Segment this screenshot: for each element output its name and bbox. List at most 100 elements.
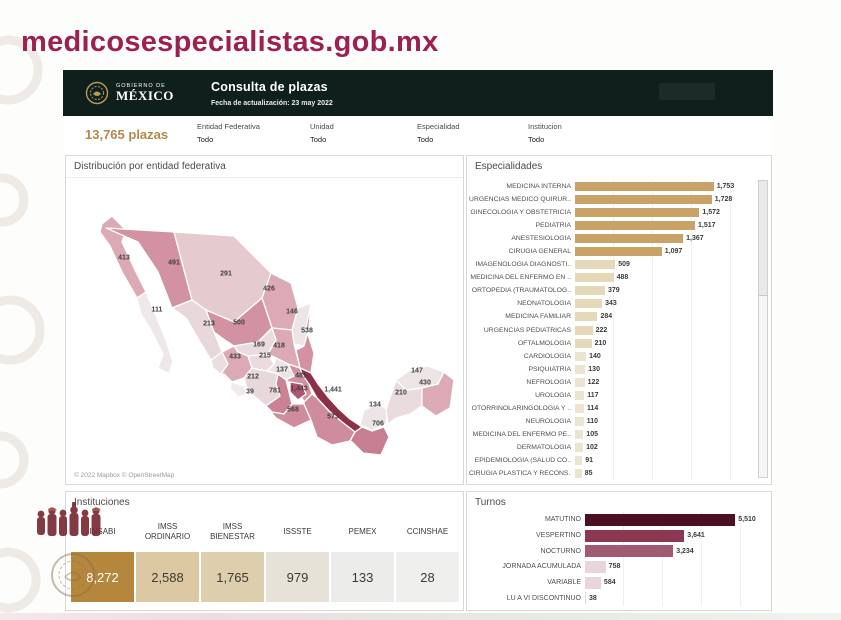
bar-category-label: NOCTURNO [540,547,581,555]
bar[interactable] [585,560,606,573]
bar[interactable] [585,545,674,558]
filter-institucion[interactable]: Institucion Todo [528,122,562,144]
bar-category-label: VESPERTINO [536,532,581,539]
bar-track: 105 [575,427,757,441]
bar[interactable] [575,429,584,439]
bar-track: 110 [575,414,757,428]
filter-especialidad[interactable]: Especialidad Todo [417,122,460,144]
bar-row: VESPERTINO 3,641 [469,527,765,544]
bar-track: 284 [575,310,757,324]
bar-track: 130 [575,362,757,376]
bar[interactable] [585,576,601,589]
institution-value-cell[interactable]: 28 [396,552,459,602]
bar[interactable] [585,592,587,605]
bar[interactable] [575,403,585,413]
bar[interactable] [585,529,685,542]
institution-value-cell[interactable]: 2,588 [136,552,199,602]
bar-value: 117 [587,391,599,399]
bar[interactable] [575,247,662,257]
bar-row: CIRUGIA PLASTICA Y RECONS.. 85 [469,467,757,481]
bar-row: URGENCIAS PEDIATRICAS 222 [469,323,757,337]
bar-category-label: MEDICINA INTERNA [506,183,571,191]
map-state[interactable] [136,291,174,375]
bar-category-label: PEDIATRIA [535,222,571,230]
bar-row: NOCTURNO 3,234 [469,543,765,560]
institution-value-cell[interactable]: 8,272 [71,552,134,602]
bar-track: 3,234 [585,543,765,560]
map-attribution[interactable]: © 2022 Mapbox © OpenStreetMap [74,472,175,479]
map-state[interactable] [421,371,455,417]
filter-bar: 13,765 plazas Entidad Federativa Todo Un… [63,116,773,155]
bar-row: NEUROLOGIA 110 [469,414,757,428]
logo-text-bottom: MÉXICO [116,88,174,104]
filter-label: Entidad Federativa [197,122,260,131]
filter-value-dropdown[interactable]: Todo [528,135,545,144]
bottom-edge-artifact [0,613,841,620]
bar-category-label: NEUROLOGIA [525,417,571,425]
bar[interactable] [575,286,605,296]
gov-banner: GOBIERNO DE MÉXICO Consulta de plazas Fe… [63,70,773,116]
seal-watermark [51,553,95,597]
filter-label: Unidad [310,122,334,131]
map-state[interactable] [229,381,249,398]
bar[interactable] [575,234,684,244]
bar-row: LU A VI DISCONTINUO 38 [469,590,765,607]
bar[interactable] [575,338,592,348]
logo-text-top: GOBIERNO DE [116,82,166,89]
institution-value-cell[interactable]: 979 [266,552,329,602]
total-plazas-count: 13,765 plazas [85,127,169,142]
bar-track: 1,517 [575,219,757,233]
filter-value-dropdown[interactable]: Todo [417,135,434,144]
bar-row: GINECOLOGIA Y OBSTETRICIA 1,572 [469,206,757,220]
institution-value-cell[interactable]: 1,765 [201,552,264,602]
filter-value-dropdown[interactable]: Todo [197,135,214,144]
especialidades-chart: MEDICINA INTERNA 1,753 URGENCIAS MEDICO QU… [469,180,757,481]
bar-value: 222 [595,326,608,334]
bar[interactable] [575,469,582,479]
bar[interactable] [575,377,585,387]
filter-entidad-federativa[interactable]: Entidad Federativa Todo [197,122,260,144]
bar-track: 1,097 [575,245,757,259]
filter-value-dropdown[interactable]: Todo [310,135,327,144]
bar[interactable] [575,390,585,400]
bar-track: 85 [575,467,757,481]
bar[interactable] [575,456,583,465]
bar-category-label: EPIDEMIOLOGIA (SALUD CO.. [474,457,571,464]
institution-value-cell[interactable]: 133 [331,552,394,602]
map-state[interactable] [289,381,307,401]
bar-category-label: PSIQUIATRIA [528,365,571,373]
bar[interactable] [575,364,586,374]
bar[interactable] [585,513,736,526]
bar[interactable] [575,416,584,426]
bar-row: ANESTESIOLOGIA 1,367 [469,232,757,246]
bar-category-label: CIRUGIA PLASTICA Y RECONS.. [469,470,571,478]
bar[interactable] [575,195,712,205]
map-state[interactable] [303,393,356,446]
bar[interactable] [575,351,587,361]
bar-row: OFTALMOLOGIA 210 [469,336,757,350]
scrollbar[interactable] [758,180,768,478]
bar[interactable] [575,182,714,192]
bar[interactable] [575,312,598,322]
bar-value: 1,572 [702,209,720,217]
institution-column-header: CCINSHAE [406,526,449,536]
instituciones-value-row: 8,272 2,588 1,765 979 133 28 [71,552,459,602]
bar[interactable] [575,208,700,218]
scrollbar-thumb[interactable] [759,181,767,296]
bar-value: 38 [589,594,597,602]
gov-seal-icon [85,81,109,105]
map-state[interactable] [349,426,390,456]
bar-category-label: MEDICINA DEL ENFERMO PE.. [472,430,571,438]
bar[interactable] [575,325,593,335]
bar[interactable] [575,273,614,283]
mexico-choropleth-map: 413 491 291 426 111 213 500 146 538 169 418 433 215 1… [66,178,464,460]
map-state[interactable] [359,403,389,431]
gobierno-mexico-logo: GOBIERNO DE MÉXICO [85,81,197,105]
bar[interactable] [575,299,603,309]
bar-track: 758 [585,559,765,575]
filter-unidad[interactable]: Unidad Todo [310,122,334,144]
bar[interactable] [575,221,696,231]
bar-category-label: MATUTINO [544,516,581,524]
bar[interactable] [575,442,584,452]
bar[interactable] [575,260,616,270]
